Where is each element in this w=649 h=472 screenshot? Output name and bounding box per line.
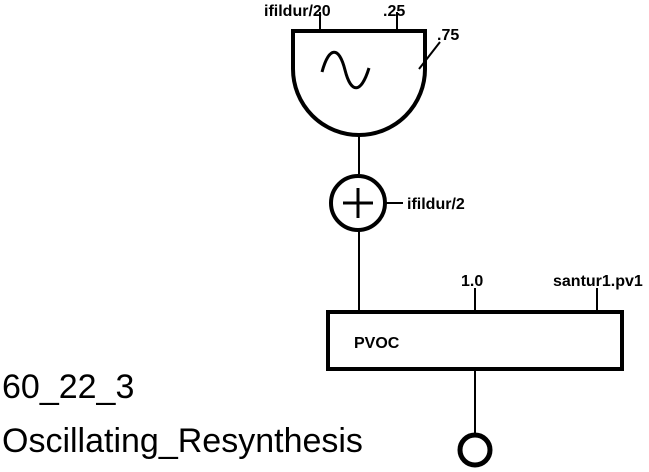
- pvoc-unit: 1.0 santur1.pv1 PVOC: [326, 273, 643, 371]
- oscillator-phase-label: .75: [437, 27, 459, 44]
- oscillator-phase-inlet: [418, 41, 441, 70]
- pvoc-label: PVOC: [354, 335, 400, 352]
- pvoc-pitch-label: 1.0: [461, 273, 483, 290]
- plus-icon: [343, 188, 373, 218]
- adder-offset-label: ifildur/2: [407, 196, 465, 213]
- adder-unit: ifildur/2: [329, 174, 465, 232]
- oscillator-amplitude-label: ifildur/20: [264, 3, 331, 20]
- output-circle-icon: [457, 432, 493, 468]
- oscillator-unit: ifildur/20 .25 .75: [264, 3, 459, 137]
- oscillator-body: [291, 29, 427, 137]
- oscillator-frequency-label: .25: [383, 3, 405, 20]
- pvoc-body: [326, 310, 624, 371]
- figure-title: Oscillating_Resynthesis: [2, 422, 363, 460]
- sine-wave-icon: [320, 50, 371, 90]
- figure-number: 60_22_3: [2, 368, 134, 406]
- pvoc-file-label: santur1.pv1: [553, 273, 643, 290]
